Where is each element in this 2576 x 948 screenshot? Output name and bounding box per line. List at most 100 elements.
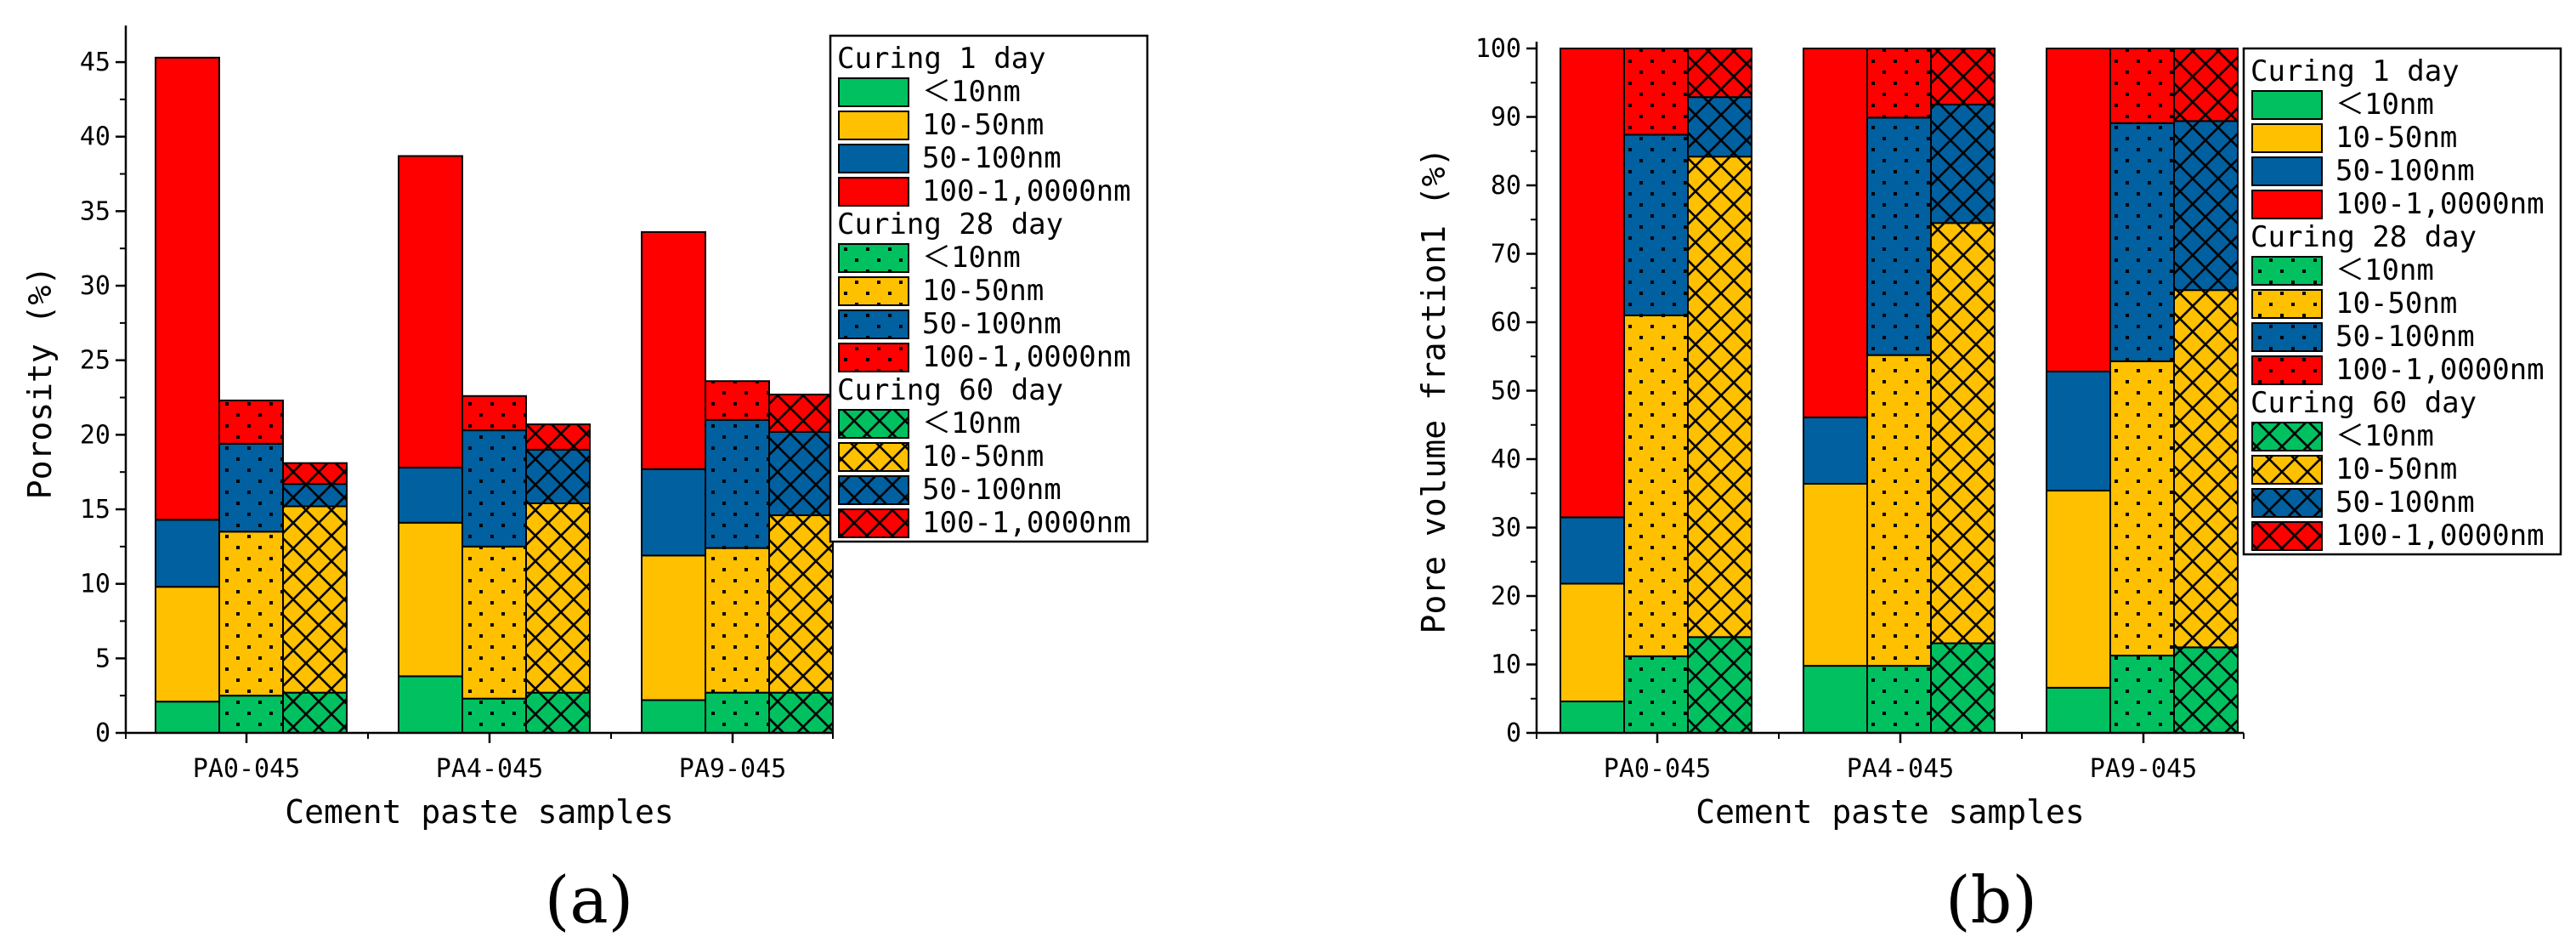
legend-swatch-curing-60-day-10-50nm xyxy=(2251,455,2323,485)
bar-pa0-045-curing-60-day-100-1-0000nm xyxy=(282,462,348,485)
bar-pa0-045-curing-1-day-50-100nm xyxy=(155,519,220,588)
legend: Curing 1 day＜10nm10-50nm50-100nm100-1,00… xyxy=(829,34,1149,543)
bar-pa4-045-curing-28-day-50-100nm xyxy=(461,429,527,548)
legend-header-curing-1-day: Curing 1 day xyxy=(837,42,1046,76)
legend-swatch-curing-28-day-50-100nm xyxy=(838,309,909,339)
bar-pa4-045-curing-1-day-100-1-0000nm xyxy=(1803,48,1868,418)
bar-pa0-045-curing-1-day-10-50nm xyxy=(1560,582,1625,702)
bar-pa9-045-curing-1-day-100-1-0000nm xyxy=(641,230,706,470)
legend-label-50-100nm: 50-100nm xyxy=(922,141,1062,175)
bar-pa9-045-curing-1-day-50-100nm xyxy=(641,468,706,557)
panel-label: (b) xyxy=(1945,862,2037,938)
legend-label-10nm: ＜10nm xyxy=(2335,253,2434,287)
x-tick-label-pa0-045: PA0-045 xyxy=(193,754,300,784)
bar-pa9-045-curing-28-day-10-50nm xyxy=(2109,360,2175,657)
legend-swatch-curing-28-day-100-1-0000nm xyxy=(838,343,909,372)
bar-pa0-045-curing-60-day-50-100nm xyxy=(282,483,348,508)
bar-pa9-045-curing-60-day-10nm xyxy=(2173,646,2239,734)
y-tick-label: 70 xyxy=(1491,240,1521,270)
bar-pa4-045-curing-1-day-10-50nm xyxy=(1803,482,1868,667)
x-axis-label: Cement paste samples xyxy=(1696,793,2085,831)
bar-pa0-045-curing-60-day-10nm xyxy=(1687,636,1752,734)
legend-label-10nm: ＜10nm xyxy=(922,406,1021,440)
bar-pa9-045-curing-28-day-50-100nm xyxy=(2109,122,2175,362)
bar-pa9-045-curing-1-day-50-100nm xyxy=(2046,370,2111,492)
bar-pa4-045-curing-1-day-10nm xyxy=(398,675,463,734)
legend-label-10nm: ＜10nm xyxy=(922,75,1021,109)
y-tick-label: 40 xyxy=(1491,445,1521,474)
panel-label: (a) xyxy=(545,862,634,938)
legend-swatch-curing-60-day-50-100nm xyxy=(2251,488,2323,518)
bar-pa4-045-curing-28-day-10-50nm xyxy=(461,545,527,700)
bar-pa9-045-curing-1-day-10-50nm xyxy=(2046,490,2111,689)
legend-label-100-1-0000nm: 100-1,0000nm xyxy=(922,174,1131,208)
legend-swatch-curing-1-day-50-100nm xyxy=(838,144,909,173)
bar-pa0-045-curing-1-day-10nm xyxy=(1560,700,1625,734)
y-tick-label: 30 xyxy=(80,271,110,301)
legend-label-10-50nm: 10-50nm xyxy=(2335,121,2457,155)
bar-pa9-045-curing-60-day-10-50nm xyxy=(2173,289,2239,649)
bar-pa4-045-curing-28-day-100-1-0000nm xyxy=(461,395,527,432)
legend-label-100-1-0000nm: 100-1,0000nm xyxy=(2335,187,2545,221)
bar-pa4-045-curing-1-day-50-100nm xyxy=(1803,416,1868,485)
y-tick-label: 20 xyxy=(1491,582,1521,611)
legend-swatch-curing-28-day-50-100nm xyxy=(2251,322,2323,352)
bar-pa4-045-curing-60-day-100-1-0000nm xyxy=(1930,48,1996,106)
x-axis-label: Cement paste samples xyxy=(285,793,674,831)
bar-pa4-045-curing-1-day-50-100nm xyxy=(398,466,463,524)
bar-pa0-045-curing-28-day-50-100nm xyxy=(218,442,284,533)
bar-pa4-045-curing-28-day-50-100nm xyxy=(1866,116,1932,356)
y-tick-label: 45 xyxy=(80,48,110,77)
bar-pa9-045-curing-60-day-100-1-0000nm xyxy=(768,394,834,433)
legend-swatch-curing-1-day-10-50nm xyxy=(838,111,909,140)
bar-pa4-045-curing-28-day-10-50nm xyxy=(1866,354,1932,667)
legend-label-50-100nm: 50-100nm xyxy=(2335,485,2475,519)
legend-label-10-50nm: 10-50nm xyxy=(922,108,1044,142)
bar-pa9-045-curing-28-day-100-1-0000nm xyxy=(705,380,770,421)
legend-label-100-1-0000nm: 100-1,0000nm xyxy=(922,340,1131,374)
bar-pa0-045-curing-28-day-10-50nm xyxy=(218,531,284,697)
bar-pa9-045-curing-28-day-10nm xyxy=(2109,655,2175,734)
bar-pa4-045-curing-28-day-100-1-0000nm xyxy=(1866,48,1932,119)
bar-pa4-045-curing-1-day-100-1-0000nm xyxy=(398,155,463,468)
legend-label-10-50nm: 10-50nm xyxy=(2335,287,2457,321)
x-tick-label-pa9-045: PA9-045 xyxy=(679,754,786,784)
bar-pa0-045-curing-1-day-10-50nm xyxy=(155,586,220,703)
bar-pa0-045-curing-60-day-50-100nm xyxy=(1687,96,1752,158)
legend-header-curing-60-day: Curing 60 day xyxy=(2250,386,2477,420)
bar-pa9-045-curing-60-day-50-100nm xyxy=(2173,120,2239,292)
bar-pa9-045-curing-60-day-10nm xyxy=(768,691,834,734)
y-tick-label: 0 xyxy=(1506,718,1521,748)
legend-label-50-100nm: 50-100nm xyxy=(2335,320,2475,354)
bar-pa9-045-curing-28-day-10-50nm xyxy=(705,547,770,694)
y-tick-label: 40 xyxy=(80,122,110,152)
legend-header-curing-28-day: Curing 28 day xyxy=(837,207,1063,241)
bar-pa0-045-curing-1-day-50-100nm xyxy=(1560,516,1625,585)
legend-swatch-curing-1-day-100-1-0000nm xyxy=(838,177,909,207)
legend-swatch-curing-60-day-10nm xyxy=(2251,422,2323,451)
legend-swatch-curing-28-day-10nm xyxy=(2251,256,2323,286)
bar-pa9-045-curing-1-day-10nm xyxy=(641,699,706,735)
y-axis-label: Pore volume fraction1 (%) xyxy=(1415,148,1452,634)
legend-swatch-curing-1-day-100-1-0000nm xyxy=(2251,190,2323,219)
bar-pa4-045-curing-60-day-10nm xyxy=(1930,642,1996,734)
bar-pa0-045-curing-60-day-100-1-0000nm xyxy=(1687,48,1752,99)
bar-pa0-045-curing-60-day-10nm xyxy=(282,691,348,734)
legend-label-10nm: ＜10nm xyxy=(922,241,1021,275)
legend-header-curing-1-day: Curing 1 day xyxy=(2250,54,2460,88)
bar-pa0-045-curing-28-day-10-50nm xyxy=(1623,314,1689,657)
bar-pa9-045-curing-60-day-10-50nm xyxy=(768,514,834,694)
y-tick-label: 35 xyxy=(80,196,110,226)
bar-pa9-045-curing-60-day-100-1-0000nm xyxy=(2173,48,2239,122)
chart-panel-b: 0 10 20 30 40 50 60 70 80 90 100 PA0-045 PA4-045 PA9-… xyxy=(1415,34,2562,938)
y-tick-label: 30 xyxy=(1491,514,1521,543)
legend-label-50-100nm: 50-100nm xyxy=(922,473,1062,507)
bar-pa0-045-curing-28-day-10nm xyxy=(1623,655,1689,735)
legend-header-curing-28-day: Curing 28 day xyxy=(2250,220,2477,254)
bar-pa4-045-curing-1-day-10nm xyxy=(1803,665,1868,734)
bar-pa9-045-curing-1-day-10nm xyxy=(2046,686,2111,734)
x-tick-label-pa4-045: PA4-045 xyxy=(1847,754,1954,784)
legend-swatch-curing-1-day-10nm xyxy=(2251,90,2323,120)
